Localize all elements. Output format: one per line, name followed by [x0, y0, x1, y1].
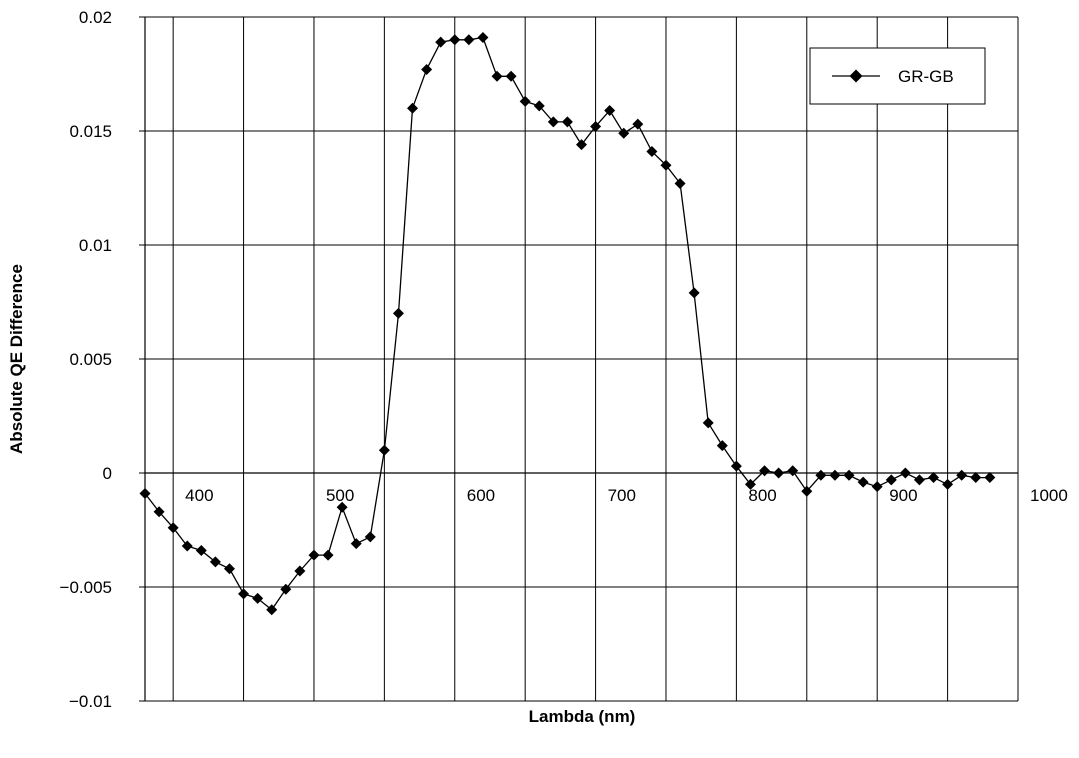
y-tick-label: 0.005: [69, 350, 112, 369]
x-tick-label: 800: [748, 486, 776, 505]
data-point-diamond: [266, 604, 278, 616]
data-point-diamond: [421, 63, 433, 75]
data-point-diamond: [519, 95, 531, 107]
x-tick-label: 1000: [1030, 486, 1068, 505]
data-point-diamond: [688, 287, 700, 299]
data-point-diamond: [759, 465, 771, 477]
x-tick-labels: 400 500 600 700 800 900 1000: [185, 486, 1068, 505]
data-point-diamond: [942, 478, 954, 490]
data-point-diamond: [181, 540, 193, 552]
axes: [139, 16, 1018, 702]
data-point-diamond: [928, 472, 940, 484]
data-point-diamond: [857, 476, 869, 488]
data-point-diamond: [533, 100, 545, 112]
data-point-diamond: [547, 116, 559, 128]
data-point-diamond: [378, 444, 390, 456]
x-tick-label: 500: [326, 486, 354, 505]
data-point-diamond: [167, 522, 179, 534]
data-point-diamond: [744, 478, 756, 490]
data-point-diamond: [195, 545, 207, 557]
data-point-diamond: [702, 417, 714, 429]
data-point-diamond: [829, 469, 841, 481]
data-point-diamond: [984, 472, 996, 484]
x-tick-label: 400: [185, 486, 213, 505]
grid: [145, 16, 1019, 702]
y-tick-labels: −0.01 −0.005 0 0.005 0.01 0.015 0.02: [60, 8, 112, 711]
x-axis-title: Lambda (nm): [529, 707, 636, 726]
y-tick-label: −0.005: [60, 578, 112, 597]
data-point-diamond: [956, 469, 968, 481]
data-point-diamond: [463, 34, 475, 46]
data-point-diamond: [238, 588, 250, 600]
x-tick-label: 600: [467, 486, 495, 505]
series-gr-gb: [139, 32, 996, 616]
data-point-diamond: [449, 34, 461, 46]
data-point-diamond: [153, 506, 165, 518]
data-point-diamond: [294, 565, 306, 577]
data-point-diamond: [590, 120, 602, 132]
data-point-diamond: [913, 474, 925, 486]
legend: GR-GB: [809, 47, 986, 105]
data-point-diamond: [773, 467, 785, 479]
data-point-diamond: [660, 159, 672, 171]
data-point-diamond: [787, 465, 799, 477]
y-tick-label: 0.015: [69, 122, 112, 141]
data-point-diamond: [308, 549, 320, 561]
legend-label: GR-GB: [898, 67, 954, 86]
x-tick-label: 700: [608, 486, 636, 505]
y-axis-title: Absolute QE Difference: [7, 264, 26, 454]
data-point-diamond: [505, 70, 517, 82]
data-point-diamond: [139, 488, 151, 500]
data-point-diamond: [871, 481, 883, 493]
data-point-diamond: [392, 307, 404, 319]
data-point-diamond: [899, 467, 911, 479]
data-point-diamond: [477, 32, 489, 44]
data-point-diamond: [801, 485, 813, 497]
data-point-diamond: [350, 538, 362, 550]
data-point-diamond: [646, 146, 658, 158]
data-point-diamond: [364, 531, 376, 543]
data-point-diamond: [252, 592, 264, 604]
data-point-diamond: [716, 440, 728, 452]
x-tick-label: 900: [889, 486, 917, 505]
data-point-diamond: [632, 118, 644, 130]
data-point-diamond: [576, 139, 587, 151]
legend-marker-diamond-icon: [849, 69, 863, 83]
data-point-diamond: [435, 36, 447, 48]
data-point-diamond: [970, 472, 982, 484]
data-point-diamond: [843, 469, 855, 481]
data-point-diamond: [491, 70, 503, 82]
data-point-diamond: [336, 501, 348, 513]
data-point-diamond: [885, 474, 897, 486]
data-point-diamond: [604, 104, 616, 116]
data-point-diamond: [407, 102, 419, 114]
data-point-diamond: [815, 469, 827, 481]
y-tick-label: 0.01: [79, 236, 112, 255]
data-point-diamond: [618, 127, 630, 139]
data-point-diamond: [209, 556, 221, 568]
data-point-diamond: [561, 116, 573, 128]
data-point-diamond: [223, 563, 235, 575]
y-tick-label: 0: [103, 464, 112, 483]
data-point-diamond: [280, 583, 292, 595]
data-point-diamond: [322, 549, 334, 561]
y-tick-label: −0.01: [69, 692, 112, 711]
y-tick-label: 0.02: [79, 8, 112, 27]
data-point-diamond: [730, 460, 742, 472]
data-point-diamond: [674, 177, 686, 189]
